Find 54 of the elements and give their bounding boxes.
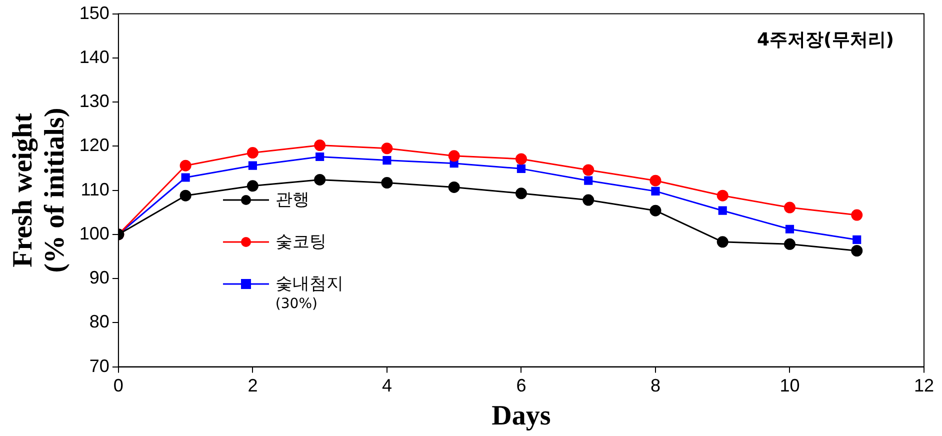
annotation: 4주저장(무처리) xyxy=(757,29,894,50)
y-tick-label: 120 xyxy=(79,135,110,156)
point xyxy=(582,164,594,176)
point xyxy=(180,160,192,172)
x-tick-label: 0 xyxy=(113,376,124,396)
y-tick-label: 80 xyxy=(89,312,110,332)
x-tick-label: 10 xyxy=(780,376,800,396)
x-axis-title: Days xyxy=(492,400,551,432)
point xyxy=(584,176,593,185)
point xyxy=(784,202,796,214)
legend-label: 숯내첨지 (30%) xyxy=(275,274,344,314)
point xyxy=(785,224,794,234)
y-tick-label: 90 xyxy=(89,268,110,288)
x-tick-label: 2 xyxy=(248,376,258,396)
point xyxy=(448,150,460,162)
point xyxy=(316,152,324,162)
point xyxy=(381,142,393,154)
y-tick-label: 140 xyxy=(79,46,110,67)
point xyxy=(650,174,662,186)
point xyxy=(381,177,393,189)
point xyxy=(382,156,392,165)
x-tick-label: 4 xyxy=(382,376,392,396)
point xyxy=(516,164,526,173)
point xyxy=(248,161,257,170)
point xyxy=(515,188,527,200)
x-tick-label: 8 xyxy=(650,376,660,396)
y-tick-label: 130 xyxy=(79,91,110,112)
x-tick-label: 12 xyxy=(914,376,934,396)
y-tick-label: 110 xyxy=(80,179,110,200)
y-tick-label: 70 xyxy=(89,356,110,376)
point xyxy=(718,206,727,215)
y-tick-label: 100 xyxy=(79,223,110,244)
point xyxy=(784,238,796,250)
point xyxy=(180,190,192,202)
point xyxy=(650,204,662,216)
point xyxy=(181,173,190,182)
point xyxy=(716,236,728,248)
point xyxy=(448,181,460,193)
point xyxy=(314,174,326,186)
point xyxy=(515,153,527,165)
point xyxy=(716,190,728,202)
point xyxy=(852,235,862,244)
point xyxy=(851,209,863,221)
point xyxy=(851,245,863,256)
y-tick-label: 150 xyxy=(79,2,110,23)
point xyxy=(582,194,594,206)
point xyxy=(651,186,660,196)
legend-label: 관행 xyxy=(275,190,310,210)
y-axis-title: Fresh weight (% of initials) xyxy=(7,108,71,273)
legend-label: 숯코팅 xyxy=(275,232,326,252)
point xyxy=(314,140,326,152)
x-tick-label: 6 xyxy=(516,376,526,396)
point xyxy=(246,147,258,159)
point xyxy=(246,180,258,192)
